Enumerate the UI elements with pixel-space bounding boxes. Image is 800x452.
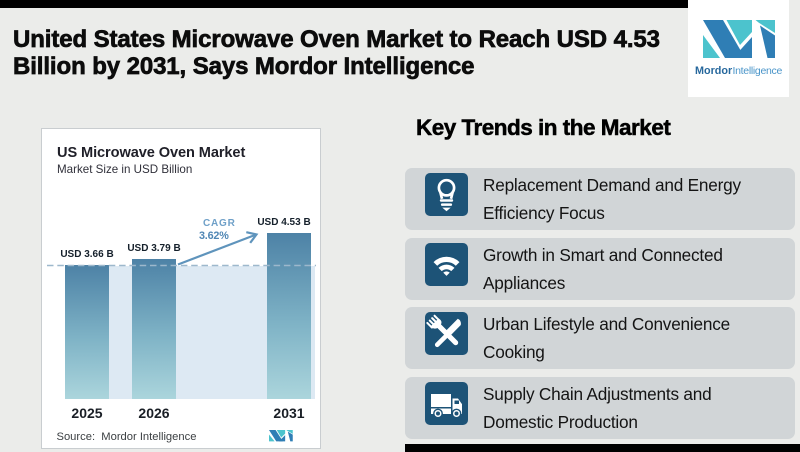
svg-text:Intelligence: Intelligence	[733, 65, 783, 77]
svg-text:Mordor: Mordor	[695, 65, 733, 77]
